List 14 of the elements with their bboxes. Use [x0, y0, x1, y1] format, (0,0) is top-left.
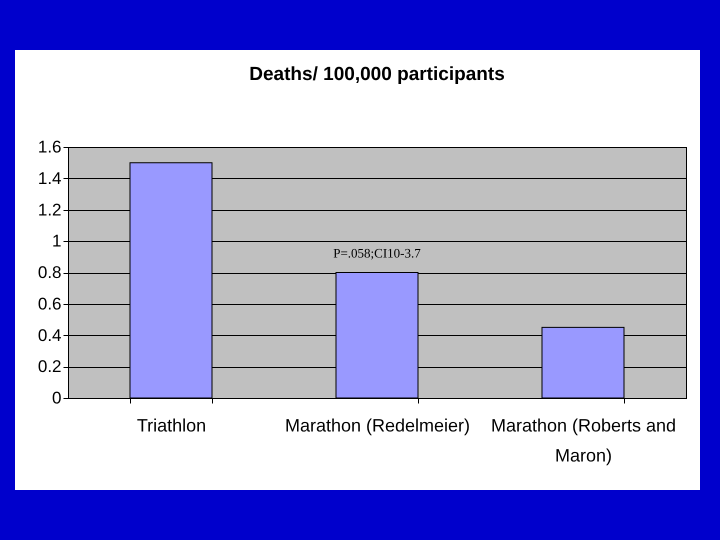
y-tick-label: 1.6	[38, 138, 62, 156]
y-tick-label: 1.4	[38, 168, 62, 188]
y-tick-label: 1.2	[38, 200, 62, 220]
annotation: P=.058;CI10-3.7	[333, 246, 422, 260]
x-tick-label: Marathon (Redelmeier)	[284, 416, 470, 436]
y-tick-label: 1	[52, 232, 62, 251]
chart-title: Deaths/ 100,000 participants	[249, 64, 505, 85]
y-tick-label: 0.4	[38, 326, 62, 345]
x-tick-label: Marathon (Roberts and Maron)	[490, 416, 676, 466]
y-tick-label: 0.8	[38, 263, 62, 282]
y-tick-label: 0.2	[38, 357, 62, 376]
y-tick-label: 0.6	[38, 294, 62, 314]
x-tick-label: Triathlon	[136, 416, 206, 436]
y-tick-label: 0	[52, 388, 62, 408]
